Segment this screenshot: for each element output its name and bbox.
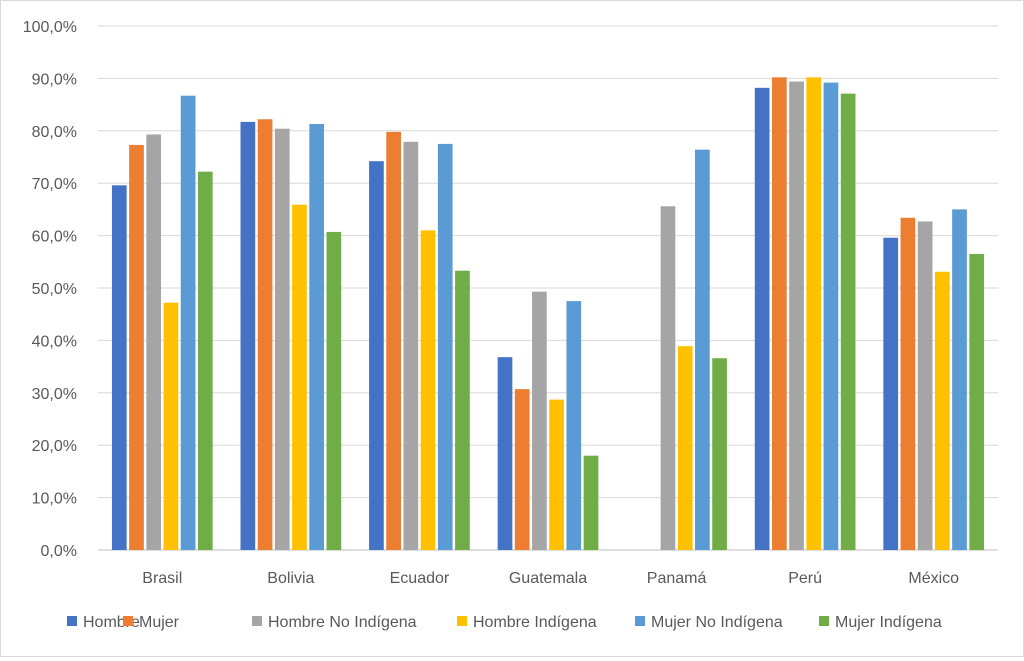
bar-5-5 <box>695 149 710 550</box>
bar-2-7 <box>900 217 916 550</box>
bar-6-7 <box>969 253 985 550</box>
bar-3-5 <box>660 206 676 550</box>
bar-5-3 <box>437 143 453 550</box>
bar-2-2 <box>257 119 273 551</box>
bar-6-3 <box>455 270 470 550</box>
legend-swatch <box>67 616 77 626</box>
bar-1-6 <box>754 87 770 550</box>
y-tick-label: 40,0% <box>32 333 77 350</box>
legend-label: Mujer No Indígena <box>651 614 783 631</box>
bar-5-4 <box>566 301 582 550</box>
bar-6-5 <box>712 358 727 550</box>
y-tick-label: 30,0% <box>32 386 77 403</box>
bar-6-2 <box>326 231 342 550</box>
y-tick-label: 100,0% <box>23 19 77 36</box>
bar-4-3 <box>420 230 436 551</box>
x-tick-label: Brasil <box>142 570 182 587</box>
gridlines <box>98 25 998 551</box>
y-tick-label: 10,0% <box>32 491 77 508</box>
y-tick-label: 20,0% <box>32 438 77 455</box>
bar-3-3 <box>403 141 419 551</box>
x-tick-label: Panamá <box>647 570 707 587</box>
bar-1-2 <box>240 121 256 550</box>
legend-swatch <box>635 616 645 626</box>
bar-3-6 <box>789 81 804 550</box>
bar-4-4 <box>549 399 564 550</box>
y-tick-label: 80,0% <box>32 124 77 141</box>
y-tick-label: 50,0% <box>32 281 77 298</box>
bar-4-2 <box>292 204 307 550</box>
bar-2-4 <box>514 389 530 550</box>
bar-2-3 <box>386 131 401 550</box>
bar-6-1 <box>197 171 213 551</box>
bar-5-1 <box>180 95 196 550</box>
y-tick-label: 70,0% <box>32 176 77 193</box>
x-tick-label: Ecuador <box>390 570 450 587</box>
bar-5-7 <box>952 209 967 550</box>
bar-3-2 <box>274 128 290 550</box>
x-tick-label: Perú <box>788 570 822 587</box>
x-tick-label: Guatemala <box>509 570 587 587</box>
legend-label: Mujer <box>139 614 180 631</box>
bar-5-6 <box>823 82 839 550</box>
bar-4-5 <box>677 346 693 550</box>
y-tick-label: 0,0% <box>41 543 77 560</box>
bar-6-6 <box>840 93 856 550</box>
legend-swatch <box>252 616 262 626</box>
legend-swatch <box>457 616 467 626</box>
bar-1-4 <box>497 357 513 550</box>
y-tick-label: 60,0% <box>32 229 77 246</box>
bars <box>111 77 985 551</box>
bar-4-6 <box>806 77 822 550</box>
x-tick-label: Bolivia <box>267 570 314 587</box>
bar-4-7 <box>934 271 950 550</box>
y-axis-tick-labels: 0,0% 10,0% 20,0% 30,0% 40,0% 50,0% 60,0% 70,0% 8… <box>23 19 77 560</box>
legend-swatch <box>819 616 829 626</box>
bar-1-7 <box>883 237 899 550</box>
bar-4-1 <box>163 302 179 550</box>
bar-3-1 <box>146 134 162 550</box>
legend-label: Hombre Indígena <box>473 614 597 631</box>
bar-3-4 <box>532 291 547 550</box>
bar-1-1 <box>111 185 127 551</box>
y-tick-label: 90,0% <box>32 71 77 88</box>
legend-label: Hombre No Indígena <box>268 614 417 631</box>
legend-label: Mujer Indígena <box>835 614 942 631</box>
x-axis-tick-labels: Brasil Bolivia Ecuador Guatemala Panamá Perú M… <box>142 570 959 587</box>
bar-6-4 <box>583 455 599 550</box>
legend-swatch <box>123 616 133 626</box>
bar-2-1 <box>129 144 144 550</box>
bar-3-7 <box>917 221 933 550</box>
bar-5-2 <box>309 123 325 551</box>
x-tick-label: México <box>908 570 959 587</box>
legend: Hombre Mujer Hombre No Indígena Hombre Indí… <box>67 614 942 631</box>
bar-2-6 <box>771 77 787 550</box>
bar-1-3 <box>369 161 384 550</box>
